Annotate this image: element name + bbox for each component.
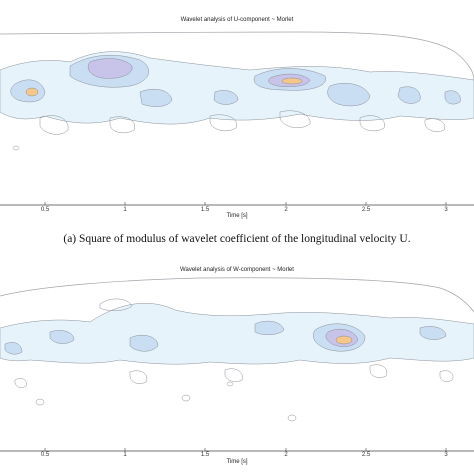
x-tick-label: 3 (444, 207, 448, 213)
contour-blob-mid-8-u (444, 90, 461, 105)
plot-title-u: Wavelet analysis of U-component ~ Morlet (180, 17, 294, 23)
x-tick-label: 3 (444, 452, 448, 458)
contour-blob-mid-4-u (327, 83, 371, 107)
contour-blob-mid-4-w (49, 330, 75, 344)
contour-loop-6-u (424, 118, 446, 132)
x-tick-label: 2 (284, 452, 288, 458)
panel-b-w-component: Wavelet analysis of W-component ~ Morlet (0, 262, 474, 474)
x-tick-label: 0.5 (40, 207, 50, 213)
contour-band-outer-w (0, 303, 474, 365)
contour-blob-mid-6-u (213, 90, 239, 105)
contour-peak-1-w (335, 335, 353, 345)
contour-dot-2-w (181, 394, 191, 402)
x-tick-marks-w (44, 448, 447, 451)
contour-dot-3-w (287, 414, 297, 422)
contour-loop-top-w (99, 298, 133, 311)
contour-loop-4-w (369, 364, 388, 378)
contour-dot-1-w (35, 398, 45, 406)
x-tick-label: 1 (123, 452, 127, 458)
contour-blob-mid-3-w (129, 335, 159, 352)
contour-plot-u (0, 31, 474, 206)
contour-blob-violet-1-u (87, 58, 133, 79)
contour-peak-1-u (25, 87, 39, 97)
contour-loop-2-w (129, 370, 148, 384)
contour-blob-mid-5-u (139, 89, 173, 107)
contour-loop-5-w (439, 370, 454, 382)
x-tick-label: 1.5 (200, 452, 210, 458)
cone-of-influence-u (0, 31, 474, 81)
contour-blob-mid-7-u (397, 86, 421, 104)
plot-title-w: Wavelet analysis of W-component ~ Morlet (180, 267, 294, 273)
x-tick-marks-u (44, 202, 447, 205)
contour-plot-w (0, 277, 474, 452)
contour-dot-4-w (226, 381, 234, 387)
x-tick-label: 1 (123, 207, 127, 213)
x-tick-label: 2 (284, 207, 288, 213)
x-tick-label: 2.5 (361, 207, 371, 213)
contour-loop-1-w (14, 378, 27, 388)
contour-blob-mid-6-w (419, 326, 447, 340)
contour-blob-mid-5-w (4, 342, 23, 355)
contour-blob-mid-2-w (254, 320, 285, 335)
contour-loop-3-u (209, 114, 237, 132)
x-tick-label: 0.5 (40, 452, 50, 458)
contour-loop-1-u (39, 115, 69, 135)
x-tick-label: 2.5 (361, 452, 371, 458)
x-axis-label-u: Time [s] (226, 213, 248, 219)
x-axis-label-w: Time [s] (226, 459, 248, 465)
contour-peak-2-u (281, 77, 303, 85)
figure-caption-a: (a) Square of modulus of wavelet coeffic… (63, 233, 411, 245)
cone-of-influence-w (0, 277, 474, 313)
x-tick-label: 1.5 (200, 207, 210, 213)
contour-loop-3-w (224, 368, 243, 382)
contour-dot-u (12, 145, 20, 151)
panel-a-u-component: Wavelet analysis of U-component ~ Morlet (0, 0, 474, 225)
